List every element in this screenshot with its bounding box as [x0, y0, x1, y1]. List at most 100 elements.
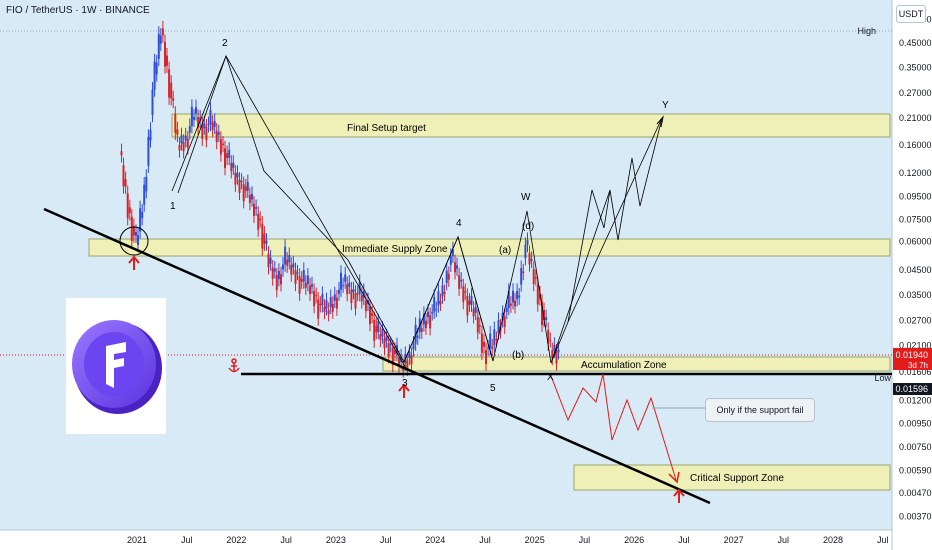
candle-body — [182, 141, 185, 152]
candle-body — [445, 270, 448, 283]
candle-body — [149, 129, 152, 141]
candle-body — [410, 355, 413, 365]
candle-body — [284, 246, 287, 265]
candle-body — [460, 279, 463, 282]
time-tick-label: Jul — [380, 535, 392, 545]
descending-trendline — [43, 207, 711, 505]
candle-body — [292, 263, 295, 268]
candle-body — [338, 289, 340, 294]
candle-body — [503, 316, 506, 327]
candle-body — [230, 162, 233, 172]
critical-support-zone — [573, 464, 891, 491]
candle-body — [321, 294, 324, 306]
candle-body — [429, 315, 432, 329]
candle-body — [425, 320, 427, 328]
candle-body — [422, 314, 425, 325]
time-tick-label: 2028 — [823, 535, 843, 545]
candle-body — [313, 291, 316, 307]
candle-body — [238, 179, 241, 193]
price-tick-label: 0.00370 — [899, 512, 932, 522]
candle-body — [228, 149, 231, 158]
immediate-supply-zone — [88, 238, 891, 257]
candle-body — [304, 282, 307, 288]
candle-body — [474, 307, 477, 313]
candle-body — [282, 264, 284, 270]
fio-coin-icon — [72, 320, 162, 414]
candle-body — [137, 235, 139, 245]
candle-body — [350, 289, 353, 303]
candle-body — [340, 272, 342, 290]
candle-body — [207, 124, 210, 126]
anchor-icon — [228, 358, 240, 373]
candle-body — [547, 330, 550, 344]
candle-body — [342, 285, 345, 287]
candle-body — [507, 290, 510, 308]
candle-body — [170, 82, 173, 99]
candle-body — [379, 334, 382, 340]
candle-body — [526, 240, 529, 245]
candle-body — [277, 270, 280, 280]
candle-body — [215, 130, 218, 142]
candle-body — [476, 316, 479, 333]
candle-body — [166, 55, 168, 66]
candle-body — [265, 240, 268, 244]
candle-body — [205, 126, 208, 141]
time-tick-label: 2021 — [127, 535, 147, 545]
candle-body — [369, 306, 371, 325]
candle-body — [501, 312, 504, 321]
currency-button[interactable]: USDT — [896, 5, 926, 23]
current-price-value: 0.01940 — [895, 350, 928, 360]
candle-body — [472, 308, 475, 317]
price-tick-labels: 0.570000.450000.350000.270000.210000.160… — [899, 14, 932, 521]
candle-body — [534, 276, 537, 279]
candle-body — [161, 28, 164, 36]
high-axis-label: High — [857, 26, 876, 36]
candle-body — [259, 218, 262, 221]
candle-body — [168, 69, 171, 98]
price-tick-label: 0.07500 — [899, 215, 932, 225]
wave-label-3: 3 — [402, 378, 408, 389]
zone-label-accumulation: Accumulation Zone — [581, 360, 667, 371]
price-axis[interactable] — [892, 0, 932, 550]
bearish-projection — [550, 373, 677, 481]
time-tick-label: Jul — [877, 535, 889, 545]
candle-body — [530, 259, 533, 261]
low-axis-label: Low — [874, 373, 891, 383]
candle-body — [373, 319, 376, 341]
time-tick-label: Jul — [280, 535, 292, 545]
time-tick-label: 2027 — [724, 535, 744, 545]
candle-body — [132, 226, 135, 236]
time-axis[interactable] — [0, 530, 892, 550]
candle-body — [159, 35, 162, 44]
candle-body — [551, 350, 554, 358]
candle-body — [248, 195, 251, 203]
candle-body — [325, 300, 328, 309]
price-tick-label: 0.27000 — [899, 88, 932, 98]
candle-body — [135, 232, 137, 236]
candle-body — [364, 300, 367, 311]
candle-body — [538, 293, 541, 299]
candle-body — [427, 311, 429, 317]
candle-body — [356, 293, 359, 295]
support-fail-callout: Only if the support fail — [705, 398, 815, 422]
time-tick-label: 2026 — [624, 535, 644, 545]
candle-body — [447, 273, 450, 280]
candle-body — [253, 203, 255, 216]
candle-body — [437, 291, 440, 306]
candle-body — [267, 253, 270, 268]
candle-body — [462, 286, 465, 303]
candle-body — [532, 268, 535, 284]
price-tick-label: 0.00750 — [899, 442, 932, 452]
candle-body — [433, 297, 436, 312]
candle-body — [224, 148, 226, 169]
candle-body — [344, 274, 347, 282]
candle-body — [518, 295, 521, 298]
candle-body — [298, 275, 301, 294]
price-tick-label: 0.45000 — [899, 38, 932, 48]
candle-body — [553, 344, 556, 351]
wave-label-5: 5 — [490, 383, 496, 394]
candle-body — [226, 153, 229, 158]
candle-body — [199, 117, 202, 121]
candle-body — [306, 275, 309, 285]
